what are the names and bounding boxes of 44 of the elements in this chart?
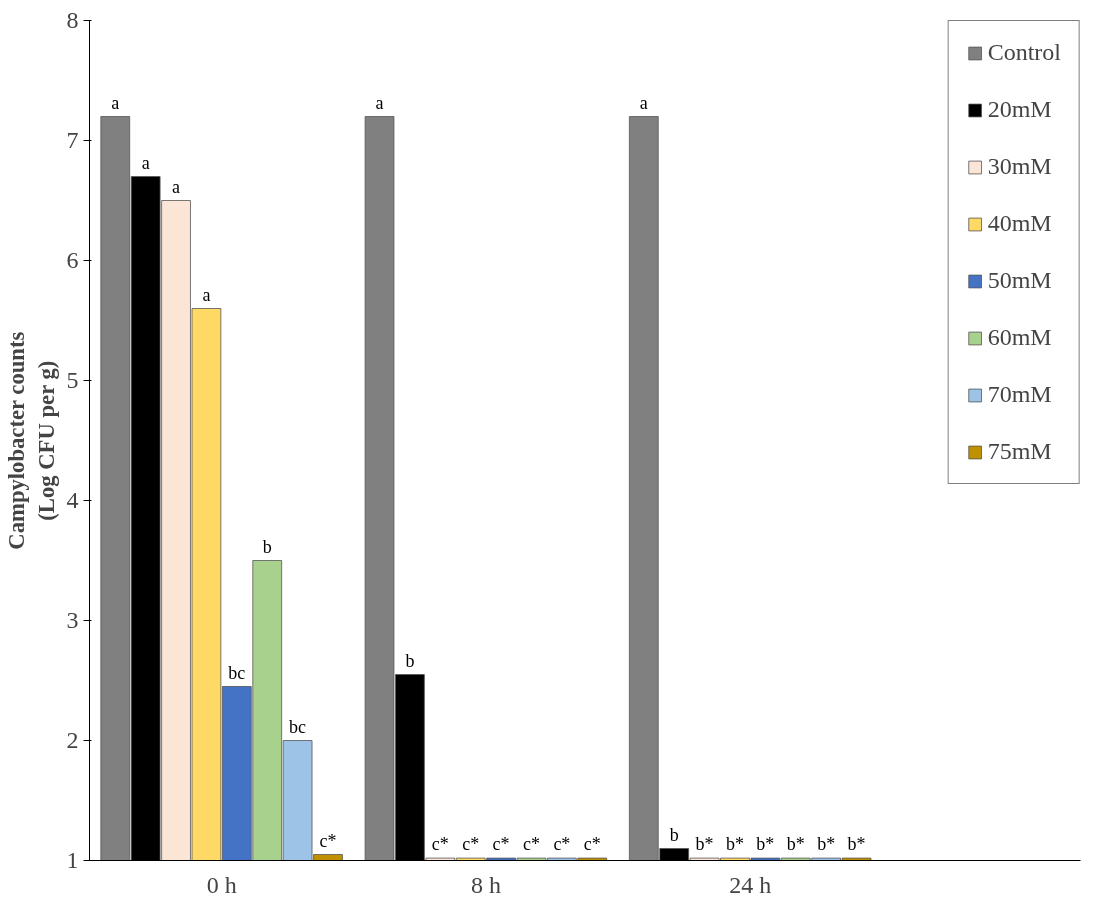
y-tick-label: 1 — [66, 847, 79, 873]
data-label: c* — [583, 834, 601, 855]
legend-label: 50mM — [987, 267, 1052, 294]
data-label: b* — [847, 834, 866, 855]
data-label: c* — [431, 834, 449, 855]
data-label: bc — [228, 662, 246, 683]
data-label: c* — [553, 834, 571, 855]
legend-label: 40mM — [987, 210, 1052, 237]
x-tick-label: 0 h — [206, 871, 237, 898]
legend-label: 30mM — [987, 153, 1052, 180]
data-label: b* — [786, 834, 805, 855]
y-tick-label: 8 — [66, 7, 79, 33]
data-label: c* — [462, 834, 480, 855]
data-label: b — [262, 536, 272, 557]
legend-label: Control — [987, 39, 1061, 66]
data-label: c* — [319, 830, 337, 851]
x-tick-label: 24 h — [729, 871, 772, 898]
y-tick-label: 5 — [66, 367, 79, 393]
data-label: b — [405, 650, 415, 671]
data-label: b* — [817, 834, 836, 855]
data-label: c* — [492, 834, 510, 855]
y-tick-label: 3 — [66, 607, 79, 633]
legend-label: 70mM — [987, 381, 1052, 408]
data-label: bc — [289, 716, 307, 737]
y-tick-label: 4 — [66, 487, 79, 513]
data-label: b — [669, 824, 679, 845]
y-tick-label: 7 — [66, 127, 79, 153]
y-tick-label: 2 — [66, 727, 79, 753]
data-label: a — [202, 284, 211, 305]
data-label: b* — [695, 834, 714, 855]
data-label: a — [111, 92, 120, 113]
legend-label: 60mM — [987, 324, 1052, 351]
data-label: a — [141, 152, 150, 173]
data-label: a — [172, 176, 181, 197]
legend-label: 20mM — [987, 96, 1052, 123]
data-label: b* — [756, 834, 775, 855]
x-tick-label: 8 h — [470, 871, 501, 898]
data-label: a — [375, 92, 384, 113]
y-tick-label: 6 — [66, 247, 79, 273]
data-label: b* — [725, 834, 744, 855]
y-axis-title: Campylobacter counts (Log CFU per g) — [3, 331, 59, 550]
data-label: a — [639, 92, 648, 113]
data-label: c* — [522, 834, 540, 855]
legend-label: 75mM — [987, 438, 1052, 465]
